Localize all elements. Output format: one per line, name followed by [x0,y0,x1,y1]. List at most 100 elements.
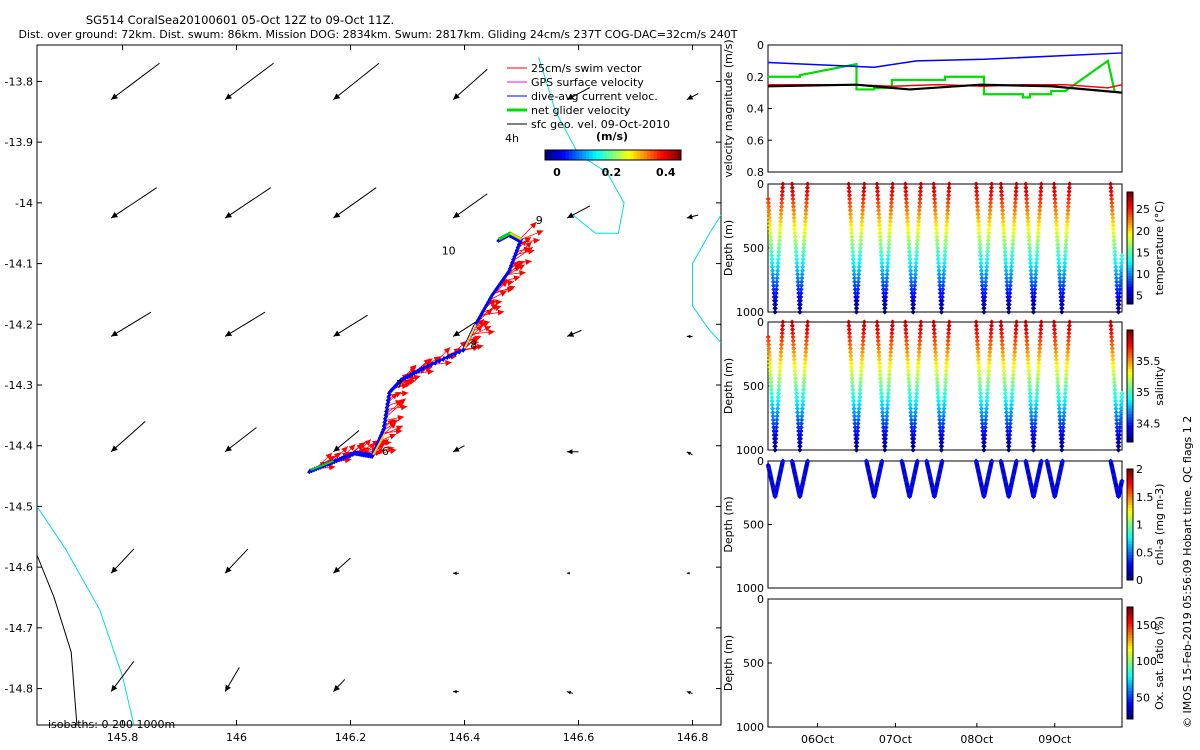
profile-dot [1036,215,1042,221]
colorbar-cell [1127,290,1133,294]
profile-dot [878,253,884,259]
profile-dot [792,364,798,370]
colorbar-cell [1127,231,1133,235]
profile-dot [988,200,994,206]
profile-dot [1061,271,1067,277]
profile-dot [880,275,886,281]
profile-dot [877,234,883,240]
profile-dot [939,294,945,300]
ytick-label: 0 [757,178,764,191]
profile-dot [1110,357,1116,363]
profile-dot [769,264,775,270]
profile-dot [1060,290,1066,296]
profile-dot [1063,375,1069,381]
profile-dot [1054,226,1060,232]
profile-dot [903,192,909,198]
profile-dot [1008,402,1014,408]
geo-vector [110,421,146,453]
dac-marker [384,403,390,410]
profile-dot [1053,349,1059,355]
geo-vector [333,679,346,692]
profile-dot [944,211,950,217]
profile-dot [883,294,889,300]
profile-dot [915,234,921,240]
dac-marker [385,396,392,403]
profile-dot [858,372,864,378]
profile-dot [903,330,909,336]
profile-dot [801,234,807,240]
profile-dot [1060,424,1066,430]
profile-dot [1003,409,1009,415]
colorbar-cell [643,150,648,160]
profile-dot [769,391,775,397]
profile-dot [1008,275,1014,281]
cb-tick-label: 34.5 [1136,417,1161,430]
profile-dot [1036,349,1042,355]
profile-dot [1000,353,1006,359]
profile-dot [986,364,992,370]
profile-dot [875,196,881,202]
profile-dot [1002,249,1008,255]
profile-dot [985,241,991,247]
colorbar-cell [1127,295,1133,299]
dac-marker [437,357,443,364]
profile-dot [1033,398,1039,404]
colorbar-cell [1127,477,1133,481]
colorbar-cell [1127,267,1133,271]
profile-dot [849,368,855,374]
colorbar-cell [1127,563,1133,567]
profile-dot [984,398,990,404]
profile-dot [1004,424,1010,430]
profile-dot [918,319,924,325]
profile-dot [1115,447,1121,453]
map-ytick-label: -14.2 [5,318,33,331]
profile-dot [1057,409,1063,415]
profile-dot [1028,402,1034,408]
profile-dot [883,432,889,438]
dac-marker [386,393,392,399]
profile-dot [1116,305,1122,311]
legend-scale-label: 4h [505,132,519,145]
profile-dot [767,364,773,370]
profile-dot [1060,428,1066,434]
colorbar-frame [544,149,682,161]
colorbar-cell [1127,674,1133,678]
profile-dot [942,391,948,397]
profile-dot [939,301,945,307]
profile-dot [980,424,986,430]
geo-vector [452,445,465,453]
profile-dot [931,185,937,191]
profile-dot [878,245,884,251]
geo-vector [224,667,240,692]
ytick-label: 500 [743,519,764,532]
profile-dot [789,185,795,191]
swim-vector [520,237,540,244]
colorbar-cell [636,150,641,160]
profile-dot [1029,286,1035,292]
xtick-label: 07Oct [879,733,913,746]
profile-dot [978,253,984,259]
colorbar-cell [1127,225,1133,229]
profile-dot [856,406,862,412]
profile-dot [886,237,892,243]
profile-dot [877,368,883,374]
colorbar-cell [1127,374,1133,379]
profile-dot [798,436,804,442]
profile-dot [1013,185,1019,191]
profile-dot [770,421,776,427]
colorbar-cell [633,150,638,160]
profile-dot [979,271,985,277]
profile-dot [986,360,992,366]
profile-dot [1013,323,1019,329]
profile-dot [933,364,939,370]
profile-dot [931,192,937,198]
profile-dot [1053,353,1059,359]
profile-dot [1118,398,1124,404]
profile-dot [984,264,990,270]
profile-dot [1031,494,1036,500]
profile-dot [905,357,911,363]
profile-dot [880,421,886,427]
profile-dot [776,391,782,397]
profile-dot [975,204,981,210]
profile-dot [877,364,883,370]
